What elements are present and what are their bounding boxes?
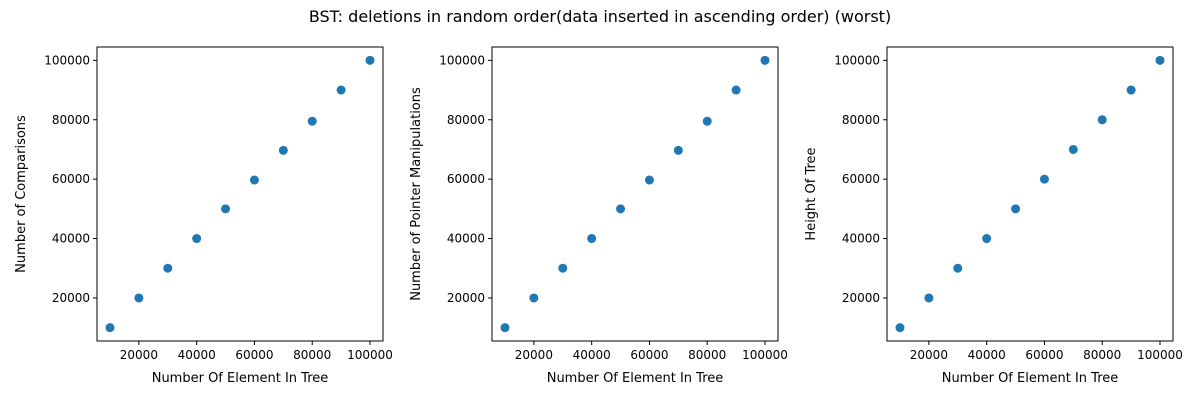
data-point: [336, 85, 346, 95]
y-tick-label: 100000: [834, 53, 880, 67]
plot-frame: [491, 46, 779, 342]
data-point: [307, 116, 317, 126]
subplots: 20000 40000 60000 80000 100000 20000 40000 6000…: [14, 46, 1183, 386]
y-tick-label: 60000: [52, 172, 90, 186]
y-axis: 20000 40000 60000 80000 100000: [44, 53, 97, 305]
data-point: [673, 145, 683, 155]
data-point: [731, 85, 741, 95]
data-point: [1155, 55, 1165, 65]
x-tick-label: 100000: [742, 348, 788, 362]
x-tick-label: 80000: [688, 348, 726, 362]
x-tick-label: 80000: [293, 348, 331, 362]
x-tick-label: 20000: [910, 348, 948, 362]
subplot-3: 20000 40000 60000 80000 100000 20000 40000 6000…: [804, 46, 1183, 386]
x-axis: 20000 40000 60000 80000 100000: [120, 341, 393, 362]
data-point: [500, 323, 510, 333]
y-tick-label: 20000: [52, 291, 90, 305]
data-point: [249, 175, 259, 185]
x-tick-label: 20000: [515, 348, 553, 362]
x-tick-label: 40000: [178, 348, 216, 362]
x-axis: 20000 40000 60000 80000 100000: [515, 341, 788, 362]
data-point: [1011, 204, 1021, 214]
x-tick-label: 60000: [235, 348, 273, 362]
data-point: [702, 116, 712, 126]
y-tick-label: 100000: [439, 53, 485, 67]
y-tick-label: 40000: [52, 232, 90, 246]
y-tick-label: 20000: [447, 291, 485, 305]
data-point: [1126, 85, 1136, 95]
x-axis-label: Number Of Element In Tree: [152, 371, 329, 386]
x-tick-label: 80000: [1083, 348, 1121, 362]
y-axis: 20000 40000 60000 80000 100000: [834, 53, 887, 305]
x-axis-label: Number Of Element In Tree: [942, 371, 1119, 386]
data-point: [1068, 144, 1078, 154]
y-tick-label: 100000: [44, 53, 90, 67]
x-tick-label: 40000: [573, 348, 611, 362]
x-tick-label: 60000: [630, 348, 668, 362]
x-axis-label: Number Of Element In Tree: [547, 371, 724, 386]
data-point: [1039, 174, 1049, 184]
x-tick-label: 100000: [347, 348, 393, 362]
y-axis-label: Height Of Tree: [804, 147, 819, 240]
data-point: [982, 234, 992, 244]
data-point: [105, 323, 115, 333]
y-tick-label: 80000: [447, 113, 485, 127]
data-point: [895, 323, 905, 333]
data-point: [1097, 115, 1107, 125]
y-tick-label: 80000: [842, 113, 880, 127]
x-tick-label: 40000: [968, 348, 1006, 362]
data-point: [278, 145, 288, 155]
plot-frame: [886, 46, 1174, 342]
subplot-2: 20000 40000 60000 80000 100000 20000 40000 6000…: [409, 46, 788, 386]
data-point: [587, 234, 597, 244]
x-tick-label: 100000: [1137, 348, 1183, 362]
y-tick-label: 40000: [447, 232, 485, 246]
data-point: [529, 293, 539, 303]
y-tick-label: 60000: [842, 172, 880, 186]
data-points: [105, 55, 375, 333]
y-axis: 20000 40000 60000 80000 100000: [439, 53, 492, 305]
x-tick-label: 60000: [1025, 348, 1063, 362]
data-points: [500, 55, 770, 333]
data-point: [953, 263, 963, 273]
x-tick-label: 20000: [120, 348, 158, 362]
data-point: [365, 55, 375, 65]
y-axis-label: Number of Comparisons: [14, 115, 29, 273]
data-point: [616, 204, 626, 214]
data-point: [558, 263, 568, 273]
data-point: [221, 204, 231, 214]
figure-title: BST: deletions in random order(data inse…: [309, 7, 891, 26]
data-point: [192, 234, 202, 244]
data-point: [644, 175, 654, 185]
y-tick-label: 80000: [52, 113, 90, 127]
data-point: [163, 263, 173, 273]
plot-frame: [96, 46, 384, 342]
y-tick-label: 40000: [842, 232, 880, 246]
data-points: [895, 55, 1165, 333]
x-axis: 20000 40000 60000 80000 100000: [910, 341, 1183, 362]
data-point: [924, 293, 934, 303]
data-point: [760, 55, 770, 65]
y-tick-label: 60000: [447, 172, 485, 186]
data-point: [134, 293, 144, 303]
y-tick-label: 20000: [842, 291, 880, 305]
y-axis-label: Number of Pointer Manipulations: [409, 87, 424, 301]
subplot-1: 20000 40000 60000 80000 100000 20000 40000 6000…: [14, 46, 393, 386]
